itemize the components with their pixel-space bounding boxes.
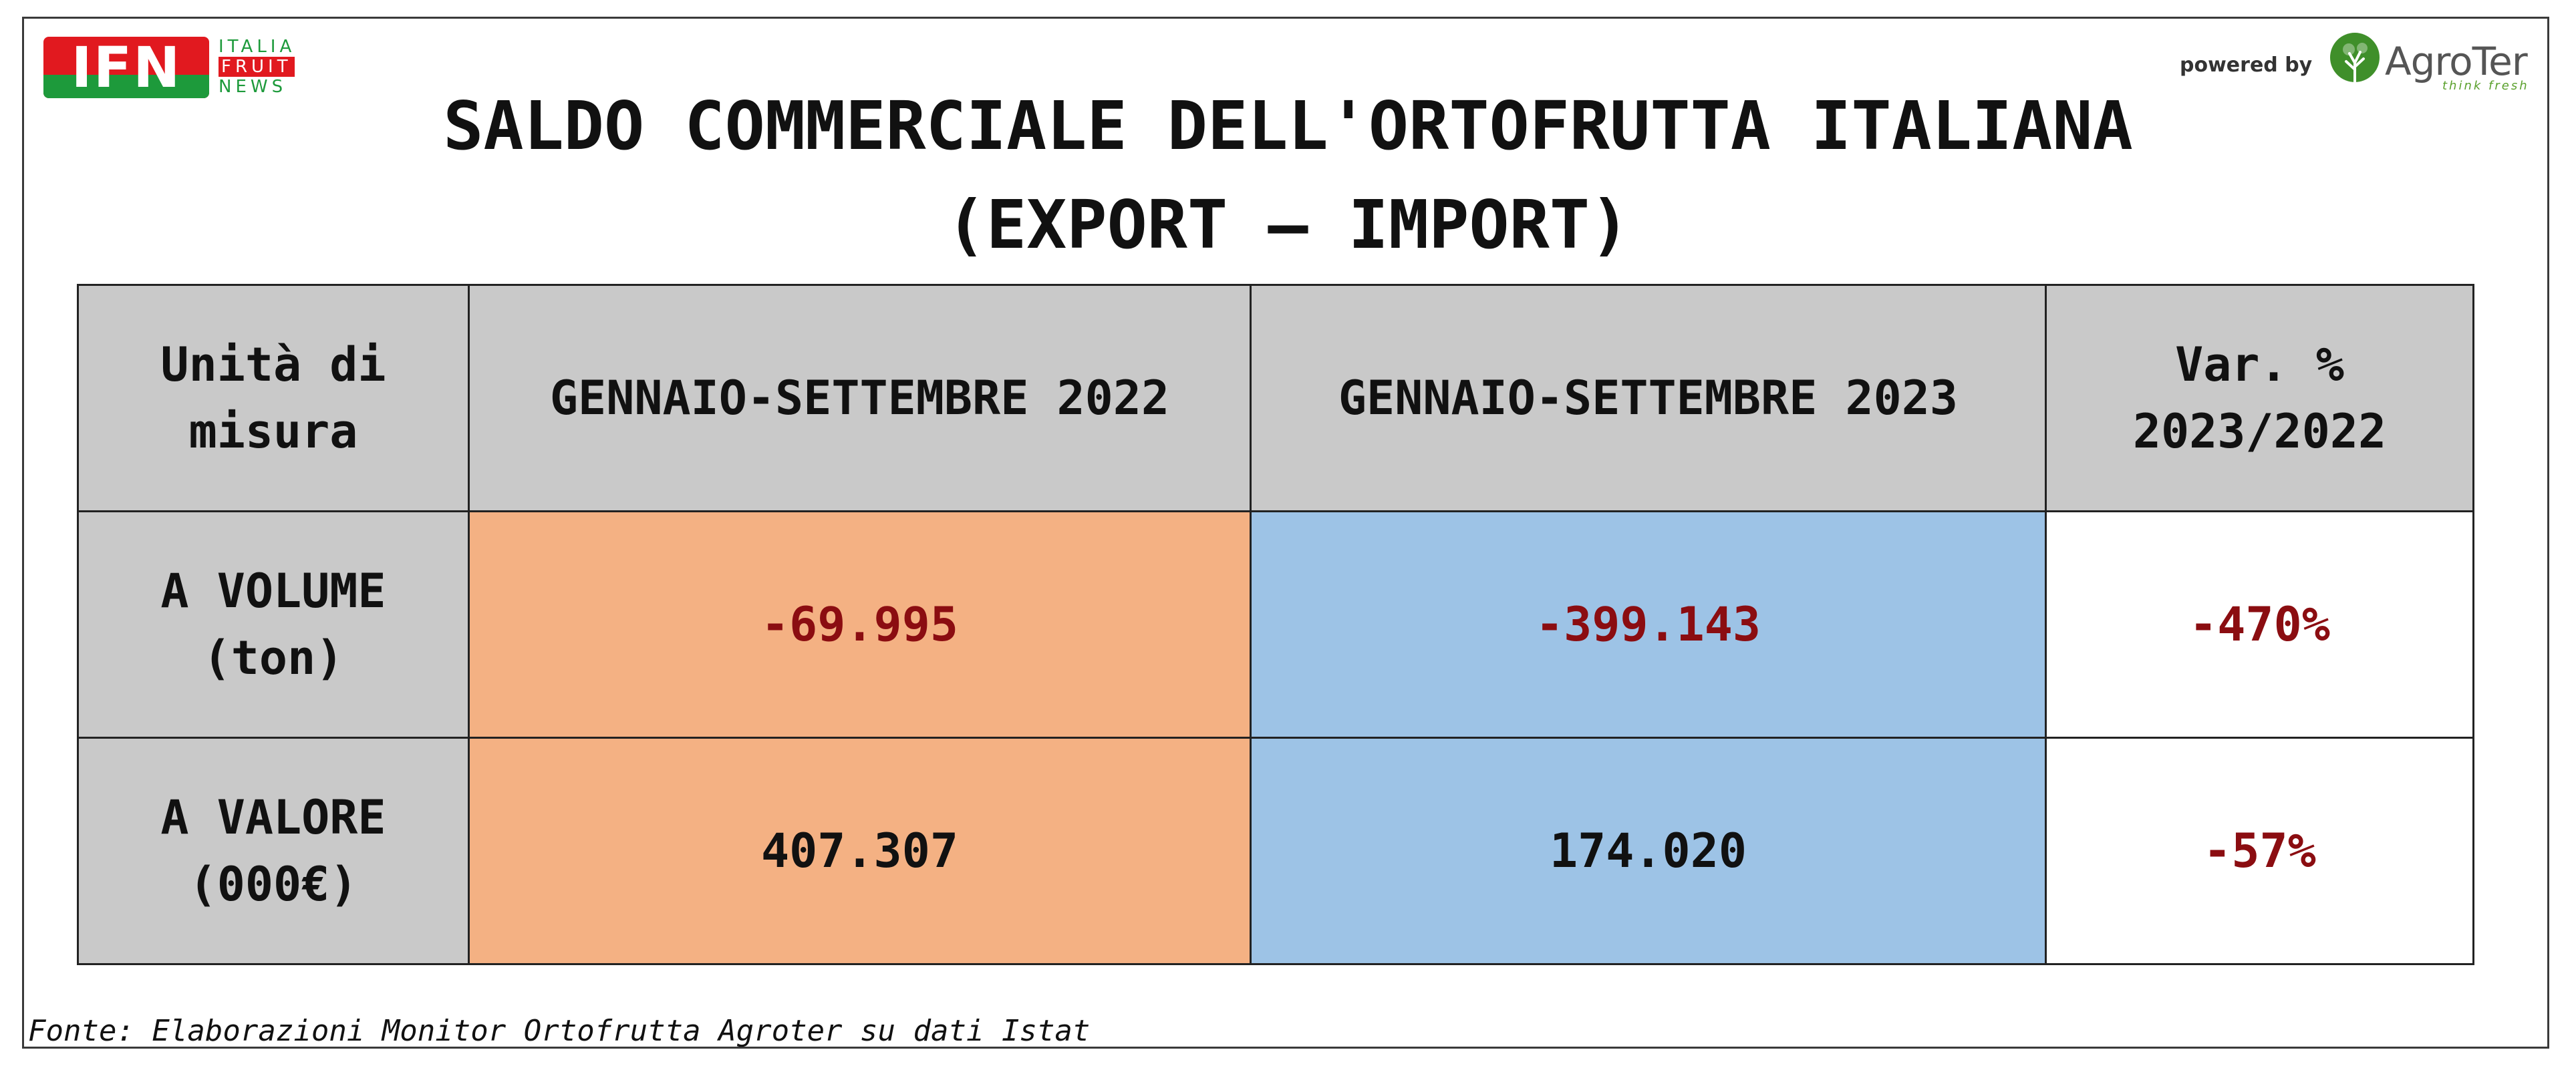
header-2023: GENNAIO-SETTEMBRE 2023 — [1250, 284, 2047, 512]
row-label-value-line2: (000€) — [188, 857, 358, 912]
row-label-volume: A VOLUME (ton) — [77, 510, 470, 739]
header-var: Var. % 2023/2022 — [2045, 284, 2474, 512]
powered-by-label: powered by — [2180, 53, 2313, 77]
table-header-row: Unità di misura GENNAIO-SETTEMBRE 2022 G… — [77, 284, 2474, 512]
ifn-word-italia: ITALIA — [219, 37, 296, 57]
agroter-logo: AgroTer think fresh — [2329, 32, 2543, 99]
row-label-value: A VALORE (000€) — [77, 737, 470, 965]
row-label-volume-line2: (ton) — [202, 631, 344, 685]
ifn-word-news: NEWS — [219, 77, 287, 97]
header-unit-line1: Unità di — [160, 337, 386, 392]
title-line-1: SALDO COMMERCIALE DELL'ORTOFRUTTA ITALIA… — [443, 87, 2133, 165]
ifn-logo-words: ITALIA FRUIT NEWS — [219, 37, 325, 97]
header-2022: GENNAIO-SETTEMBRE 2022 — [468, 284, 1252, 512]
ifn-logo-mark: IFN — [43, 37, 209, 98]
tree-icon — [2330, 33, 2380, 85]
agroter-name: AgroTer — [2385, 39, 2528, 84]
header-unit-line2: misura — [188, 404, 358, 459]
row-label-value-line1: A VALORE — [160, 790, 386, 845]
header-unit: Unità di misura — [77, 284, 470, 512]
cell-volume-2023: -399.143 — [1250, 510, 2047, 739]
cell-value-var: -57% — [2045, 737, 2474, 965]
trade-balance-table: Unità di misura GENNAIO-SETTEMBRE 2022 G… — [77, 284, 2474, 965]
cell-volume-2022: -69.995 — [468, 510, 1252, 739]
agroter-tagline: think fresh — [2442, 79, 2529, 93]
header-var-line1: Var. % — [2175, 337, 2344, 392]
header-var-line2: 2023/2022 — [2132, 404, 2387, 459]
cell-value-2022: 407.307 — [468, 737, 1252, 965]
title-line-2: (EXPORT – IMPORT) — [946, 186, 1630, 264]
row-label-volume-line1: A VOLUME — [160, 564, 386, 618]
figure-frame — [22, 17, 2549, 1049]
table-row-value: A VALORE (000€) 407.307 174.020 -57% — [77, 737, 2474, 965]
table-row-volume: A VOLUME (ton) -69.995 -399.143 -470% — [77, 510, 2474, 739]
cell-volume-var: -470% — [2045, 510, 2474, 739]
agroter-name-part1: Agro — [2385, 39, 2473, 84]
agroter-name-part2: Ter — [2472, 39, 2528, 84]
source-note: Fonte: Elaborazioni Monitor Ortofrutta A… — [28, 1014, 1091, 1048]
ifn-logo-letters: IFN — [71, 37, 182, 98]
cell-value-2023: 174.020 — [1250, 737, 2047, 965]
ifn-word-fruit: FRUIT — [219, 57, 295, 77]
ifn-logo: IFN ITALIA FRUIT NEWS — [43, 37, 324, 104]
